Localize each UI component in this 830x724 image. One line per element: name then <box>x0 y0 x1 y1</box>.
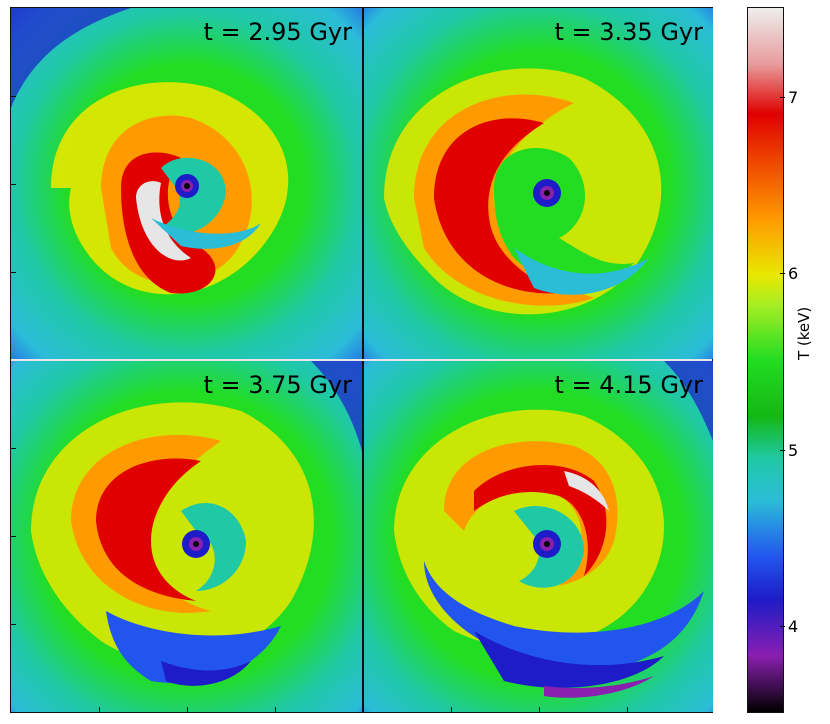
colorbar-label: T (keV) <box>795 306 813 360</box>
colorbar-tick-label: 4 <box>788 617 799 636</box>
time-label: t = 3.75 Gyr <box>203 371 352 399</box>
simulation-panels: t = 2.95 Gyr t = 3.35 Gyr <box>10 7 713 713</box>
temperature-map-2 <box>364 8 713 359</box>
axis-tick <box>11 624 16 625</box>
colorbar-gradient <box>748 8 783 712</box>
axis-tick <box>539 707 540 712</box>
axis-tick <box>187 707 188 712</box>
axis-tick <box>11 536 16 537</box>
panel-t-2-95: t = 2.95 Gyr <box>11 8 362 359</box>
axis-tick <box>11 448 16 449</box>
axis-tick <box>275 707 276 712</box>
time-label: t = 3.35 Gyr <box>554 18 703 46</box>
axis-tick <box>11 184 16 185</box>
temperature-map-3 <box>11 361 362 712</box>
colorbar <box>747 7 784 713</box>
panel-t-3-35: t = 3.35 Gyr <box>364 8 713 359</box>
colorbar-tickmark <box>780 97 785 98</box>
axis-tick <box>99 707 100 712</box>
axis-tick <box>11 272 16 273</box>
horizontal-divider <box>11 359 712 361</box>
colorbar-tick-label: 6 <box>788 264 799 283</box>
temperature-map-1 <box>11 8 362 359</box>
temperature-map-4 <box>364 361 713 712</box>
panel-t-3-75: t = 3.75 Gyr <box>11 361 362 712</box>
axis-tick <box>11 96 16 97</box>
axis-tick <box>451 707 452 712</box>
panel-t-4-15: t = 4.15 Gyr <box>364 361 713 712</box>
time-label: t = 4.15 Gyr <box>554 371 703 399</box>
axis-tick <box>627 707 628 712</box>
colorbar-tickmark <box>780 273 785 274</box>
colorbar-tickmark <box>780 626 785 627</box>
colorbar-tick-label: 5 <box>788 441 799 460</box>
colorbar-tickmark <box>780 450 785 451</box>
colorbar-tick-label: 7 <box>788 88 799 107</box>
time-label: t = 2.95 Gyr <box>203 18 352 46</box>
